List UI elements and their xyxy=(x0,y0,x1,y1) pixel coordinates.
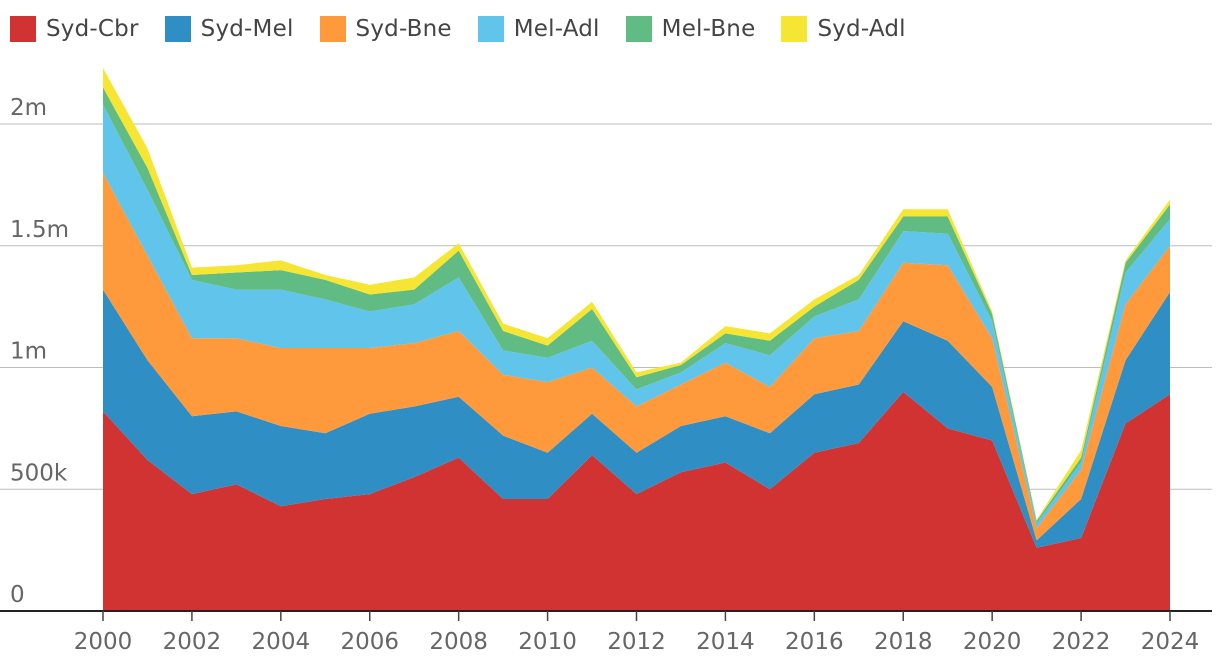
x-tick-label: 2014 xyxy=(696,629,755,655)
x-tick-label: 2018 xyxy=(874,629,933,655)
x-tick-label: 2024 xyxy=(1141,629,1200,655)
legend-swatch-syd-adl xyxy=(781,16,808,42)
legend-item-syd-adl: Syd-Adl xyxy=(781,16,906,42)
legend-label-syd-bne: Syd-Bne xyxy=(355,16,452,42)
area-mel-adl xyxy=(103,104,1170,529)
x-tick-label: 2020 xyxy=(963,629,1022,655)
y-tick-label: 500k xyxy=(10,460,68,486)
legend-item-syd-cbr: Syd-Cbr xyxy=(10,16,139,42)
x-tick-label: 2002 xyxy=(163,629,222,655)
x-tick-label: 2004 xyxy=(252,629,311,655)
x-tick-label: 2016 xyxy=(785,629,844,655)
area-syd-mel xyxy=(103,289,1170,548)
legend-swatch-syd-mel xyxy=(164,16,191,42)
legend-label-mel-adl: Mel-Adl xyxy=(513,16,600,42)
area-syd-bne xyxy=(103,172,1170,541)
legend-item-mel-adl: Mel-Adl xyxy=(477,16,600,42)
legend-label-mel-bne: Mel-Bne xyxy=(661,16,756,42)
x-tick-label: 2022 xyxy=(1052,629,1111,655)
legend-swatch-mel-adl xyxy=(477,16,504,42)
x-tick-label: 2010 xyxy=(518,629,577,655)
legend: Syd-Cbr Syd-Mel Syd-Bne Mel-Adl Mel-Bne … xyxy=(10,12,932,46)
x-tick-label: 2008 xyxy=(429,629,488,655)
legend-label-syd-cbr: Syd-Cbr xyxy=(46,16,139,42)
legend-swatch-syd-bne xyxy=(319,16,346,42)
y-tick-label: 1.5m xyxy=(10,217,69,243)
area-syd-cbr xyxy=(103,391,1170,611)
legend-item-syd-mel: Syd-Mel xyxy=(164,16,294,42)
x-tick-label: 2006 xyxy=(340,629,399,655)
legend-swatch-mel-bne xyxy=(625,16,652,42)
legend-label-syd-adl: Syd-Adl xyxy=(817,16,906,42)
x-tick-label: 2000 xyxy=(74,629,133,655)
legend-swatch-syd-cbr xyxy=(10,16,36,42)
legend-label-syd-mel: Syd-Mel xyxy=(200,16,294,42)
y-tick-label: 2m xyxy=(10,95,47,121)
y-tick-label: 1m xyxy=(10,339,47,365)
legend-item-syd-bne: Syd-Bne xyxy=(319,16,452,42)
legend-item-mel-bne: Mel-Bne xyxy=(625,16,756,42)
x-tick-label: 2012 xyxy=(607,629,666,655)
y-tick-label: 0 xyxy=(10,582,25,608)
